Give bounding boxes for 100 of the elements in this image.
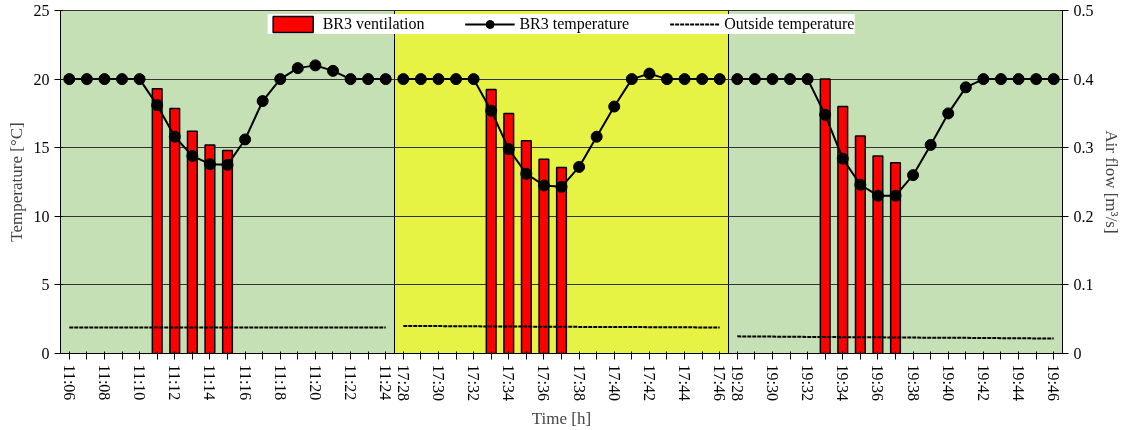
- point: [836, 152, 849, 165]
- point: [696, 73, 709, 86]
- point: [362, 73, 375, 86]
- y2-tick-label: 0: [1073, 345, 1082, 362]
- x-tick-label: 17:36: [535, 364, 553, 401]
- point: [186, 149, 199, 162]
- x-tick-label: 19:32: [799, 364, 817, 401]
- x-tick-label: 11:16: [236, 364, 254, 401]
- x-tick-label: 11:14: [201, 364, 219, 401]
- y-axis-title: Temperature [°C]: [6, 122, 26, 242]
- y-tick-label: 10: [33, 207, 50, 225]
- point: [608, 100, 621, 113]
- y-tick-label: 15: [33, 139, 50, 157]
- point: [502, 143, 515, 156]
- point: [924, 138, 937, 151]
- x-tick-label: 11:10: [131, 364, 149, 401]
- point: [450, 73, 463, 86]
- point: [326, 64, 339, 77]
- point: [660, 73, 673, 86]
- x-tick-label: 19:30: [763, 364, 781, 401]
- point: [379, 73, 392, 86]
- y2-tick-label: 0.5: [1073, 2, 1094, 19]
- x-tick-label: 19:34: [834, 364, 852, 401]
- x-tick-label: 17:30: [429, 364, 447, 401]
- point: [994, 73, 1007, 86]
- x-tick-label: 17:40: [605, 364, 623, 401]
- point: [573, 160, 586, 173]
- point: [291, 62, 304, 75]
- y-tick-label: 5: [41, 276, 50, 294]
- x-tick-label: 17:32: [465, 364, 483, 401]
- point: [959, 81, 972, 94]
- legend-label: BR3 ventilation: [322, 15, 425, 33]
- point: [801, 73, 814, 86]
- point: [713, 73, 726, 86]
- point: [889, 189, 902, 202]
- point: [854, 178, 867, 191]
- x-tick-label: 17:28: [394, 364, 412, 401]
- point: [256, 95, 269, 108]
- point: [731, 73, 744, 86]
- y2-axis-title: Air flow [m³/s]: [1101, 130, 1121, 234]
- point: [344, 73, 357, 86]
- legend-label: BR3 temperature: [519, 15, 630, 33]
- point: [467, 73, 480, 86]
- y2-tick-label: 0.1: [1073, 276, 1094, 294]
- y2-tick-label: 0.3: [1073, 139, 1094, 157]
- point: [590, 130, 603, 143]
- point: [239, 133, 252, 146]
- y2-tick-label: 0.2: [1073, 207, 1094, 225]
- point: [907, 169, 920, 182]
- point: [203, 158, 216, 171]
- point: [432, 73, 445, 86]
- point: [942, 107, 955, 120]
- point: [274, 73, 287, 86]
- point: [643, 67, 656, 80]
- point: [168, 130, 181, 143]
- point: [977, 73, 990, 86]
- point: [397, 73, 410, 86]
- point: [766, 73, 779, 86]
- point: [221, 158, 234, 171]
- x-tick-label: 19:44: [1010, 364, 1028, 401]
- point: [151, 99, 164, 112]
- point: [485, 104, 498, 117]
- x-tick-label: 17:38: [570, 364, 588, 401]
- x-tick-label: 11:20: [306, 364, 324, 401]
- point: [63, 73, 76, 86]
- point: [133, 73, 146, 86]
- y-tick-label: 0: [41, 345, 50, 362]
- x-tick-label: 17:44: [676, 364, 694, 401]
- point: [309, 59, 322, 72]
- x-tick-label: 17:34: [500, 364, 518, 401]
- legend-label: Outside temperature: [724, 15, 855, 33]
- x-tick-label: 19:40: [939, 364, 957, 401]
- point: [116, 73, 129, 86]
- x-tick-label: 19:46: [1045, 364, 1063, 401]
- x-tick-label: 11:24: [377, 364, 395, 401]
- point: [819, 108, 832, 121]
- x-tick-label: 19:36: [869, 364, 887, 401]
- x-tick-label: 19:28: [728, 364, 746, 401]
- y-tick-label: 20: [33, 70, 50, 88]
- x-tick-label: 17:42: [640, 364, 658, 401]
- y-tick-label: 25: [33, 2, 50, 19]
- point: [414, 73, 427, 86]
- point: [748, 73, 761, 86]
- point: [871, 189, 884, 202]
- x-tick-label: 11:12: [166, 364, 184, 401]
- point: [80, 73, 93, 86]
- x-tick-label: 19:38: [904, 364, 922, 401]
- x-axis-title: Time [h]: [531, 408, 592, 428]
- y2-tick-label: 0.4: [1073, 70, 1094, 88]
- x-tick-label: 11:18: [271, 364, 289, 401]
- point: [678, 73, 691, 86]
- point: [98, 73, 111, 86]
- point: [520, 167, 533, 180]
- point: [784, 73, 797, 86]
- x-tick-label: 11:08: [95, 364, 113, 401]
- point: [1047, 73, 1060, 86]
- x-tick-label: 19:42: [974, 364, 992, 401]
- x-tick-label: 11:06: [60, 364, 78, 401]
- point: [537, 179, 550, 192]
- point: [1012, 73, 1025, 86]
